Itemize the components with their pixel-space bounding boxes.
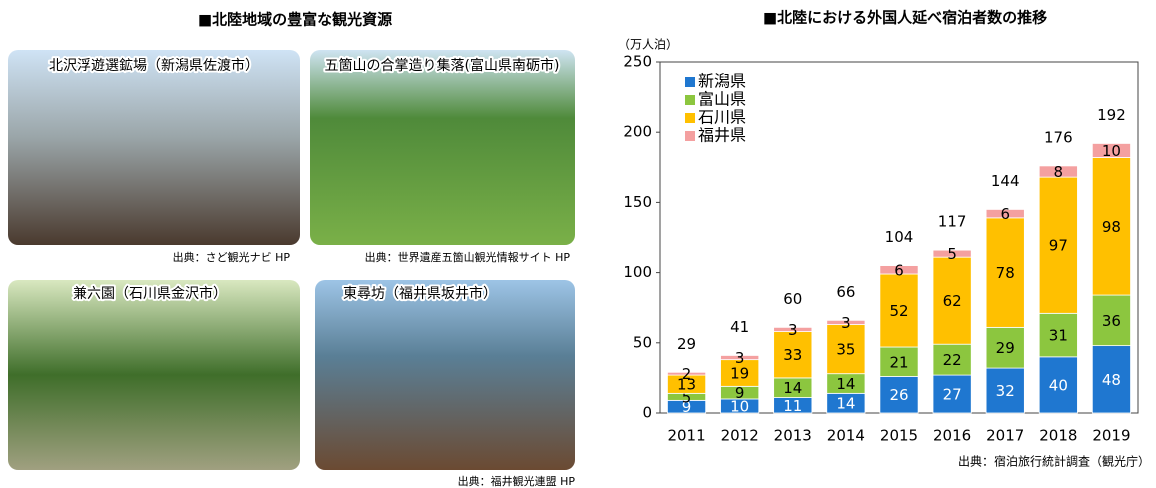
value-label: 11: [783, 397, 802, 415]
value-label: 78: [996, 264, 1015, 282]
legend-label: 新潟県: [698, 72, 746, 91]
value-label: 48: [1102, 371, 1121, 389]
value-label: 36: [1102, 312, 1121, 330]
value-label: 26: [889, 386, 908, 404]
x-tick-label: 2015: [880, 427, 918, 445]
total-label: 117: [938, 213, 967, 231]
legend-swatch: [685, 95, 695, 105]
total-label: 60: [783, 290, 802, 308]
value-label: 14: [783, 379, 802, 397]
value-label: 31: [1049, 327, 1068, 345]
value-label: 5: [947, 245, 957, 263]
total-label: 29: [677, 335, 696, 353]
left-title: ■北陸地域の豊富な観光資源: [198, 11, 392, 29]
value-label: 10: [1102, 142, 1121, 160]
value-label: 52: [889, 302, 908, 320]
y-tick-label: 50: [633, 333, 652, 351]
value-label: 22: [943, 351, 962, 369]
photo-label: 東尋坊（福井県坂井市）: [343, 285, 497, 302]
x-tick-label: 2019: [1092, 427, 1130, 445]
photo-label: 兼六園（石川県金沢市）: [73, 285, 227, 302]
photo-label: 五箇山の合掌造り集落(富山県南砺市): [325, 57, 560, 74]
page: ■北陸地域の豊富な観光資源 北沢浮遊選鉱場（新潟県佐渡市） 五箇山の合掌造り集落…: [0, 0, 1156, 488]
value-label: 6: [1000, 205, 1010, 223]
value-label: 19: [730, 364, 749, 382]
value-label: 8: [1054, 163, 1064, 181]
photo: [315, 280, 575, 470]
x-tick-label: 2014: [827, 427, 865, 445]
value-label: 14: [836, 375, 855, 393]
photo: [8, 280, 300, 470]
photo-source: 出典：さど観光ナビ HP: [173, 250, 291, 264]
chart-title: ■北陸における外国人延べ宿泊者数の推移: [763, 9, 1047, 27]
legend-swatch: [685, 113, 695, 123]
value-label: 21: [889, 353, 908, 371]
value-label: 3: [735, 349, 745, 367]
value-label: 33: [783, 346, 802, 364]
y-tick-label: 200: [623, 123, 652, 141]
value-label: 62: [943, 292, 962, 310]
value-label: 14: [836, 395, 855, 413]
value-label: 27: [943, 386, 962, 404]
y-axis-label: （万人泊）: [618, 38, 678, 52]
value-label: 35: [836, 341, 855, 359]
photo-label: 北沢浮遊選鉱場（新潟県佐渡市）: [49, 57, 259, 74]
legend-swatch: [685, 77, 695, 87]
total-label: 66: [836, 283, 855, 301]
value-label: 9: [735, 384, 745, 402]
photo: [310, 50, 575, 245]
total-label: 41: [730, 318, 749, 336]
x-tick-label: 2018: [1039, 427, 1077, 445]
value-label: 40: [1049, 376, 1068, 394]
value-label: 98: [1102, 218, 1121, 236]
legend-label: 福井県: [698, 126, 746, 145]
legend-swatch: [685, 131, 695, 141]
value-label: 97: [1049, 237, 1068, 255]
y-tick-label: 150: [623, 193, 652, 211]
legend-label: 富山県: [698, 90, 746, 109]
photo: [8, 50, 300, 245]
photo-source: 出典：福井観光連盟 HP: [458, 474, 576, 488]
y-tick-label: 250: [623, 53, 652, 71]
total-label: 104: [885, 228, 914, 246]
total-label: 176: [1044, 128, 1073, 146]
value-label: 3: [841, 314, 851, 332]
value-label: 6: [894, 261, 904, 279]
value-label: 3: [788, 321, 798, 339]
total-label: 144: [991, 172, 1020, 190]
y-tick-label: 100: [623, 263, 652, 281]
chart-source: 出典：宿泊旅行統計調査（観光庁）: [958, 454, 1150, 469]
x-tick-label: 2013: [774, 427, 812, 445]
x-tick-label: 2016: [933, 427, 971, 445]
x-tick-label: 2017: [986, 427, 1024, 445]
value-label: 32: [996, 382, 1015, 400]
x-tick-label: 2011: [667, 427, 705, 445]
photo-source: 出典：世界遺産五箇山観光情報サイト HP: [365, 250, 571, 264]
value-label: 29: [996, 339, 1015, 357]
legend-label: 石川県: [698, 108, 746, 127]
value-label: 2: [682, 365, 692, 383]
y-tick-label: 0: [642, 404, 652, 422]
total-label: 192: [1097, 106, 1126, 124]
x-tick-label: 2012: [721, 427, 759, 445]
